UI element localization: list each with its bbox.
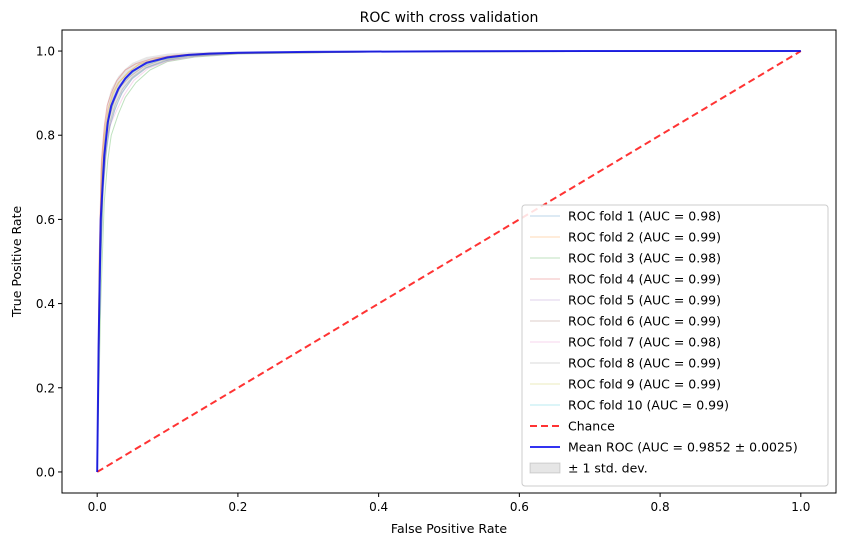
legend-entry-label: ROC fold 1 (AUC = 0.98)	[568, 209, 721, 224]
x-tick-label: 0.4	[369, 500, 388, 514]
legend-entry-label: ROC fold 10 (AUC = 0.99)	[568, 398, 729, 413]
legend-entry-label: ROC fold 8 (AUC = 0.99)	[568, 356, 721, 371]
y-tick-label: 0.4	[36, 297, 55, 311]
x-tick-label: 0.0	[88, 500, 107, 514]
legend-entry-label: ROC fold 4 (AUC = 0.99)	[568, 272, 721, 287]
legend-entry-label: ROC fold 3 (AUC = 0.98)	[568, 251, 721, 266]
legend-frame	[521, 204, 829, 487]
x-tick-label: 0.8	[651, 500, 670, 514]
mean-roc-line	[96, 50, 801, 472]
y-axis-label: True Positive Rate	[9, 206, 24, 319]
y-tick-label: 0.0	[36, 465, 55, 479]
x-tick-label: 0.2	[228, 500, 247, 514]
legend-entry-label: ± 1 std. dev.	[568, 461, 648, 476]
x-tick-label: 0.6	[510, 500, 529, 514]
legend-entry-label: ROC fold 7 (AUC = 0.98)	[568, 335, 721, 350]
legend-entry-label: ROC fold 9 (AUC = 0.99)	[568, 377, 721, 392]
y-tick-label: 0.6	[36, 213, 55, 227]
y-tick-label: 0.2	[36, 381, 55, 395]
legend-swatch-std-dev	[529, 462, 561, 474]
x-tick-label: 1.0	[791, 500, 810, 514]
legend-entry-label: ROC fold 5 (AUC = 0.99)	[568, 293, 721, 308]
y-tick-label: 0.8	[36, 129, 55, 143]
roc-fold-3-line	[96, 50, 801, 472]
legend-entry-label: ROC fold 2 (AUC = 0.99)	[568, 230, 721, 245]
plot-area	[96, 50, 802, 473]
legend: ROC fold 1 (AUC = 0.98) ROC fold 2 (AUC =…	[521, 204, 829, 487]
legend-entry-label: Mean ROC (AUC = 0.9852 ± 0.0025)	[568, 440, 798, 455]
axis-ticks: 0.0 0.0 0.2 0.2 0.4 0.4 0.6 0.6 0.8 0.8 1.0 1.0	[36, 45, 810, 514]
y-tick-label: 1.0	[36, 45, 55, 59]
chance-line	[96, 50, 802, 473]
chart-title: ROC with cross validation	[360, 10, 539, 26]
plot-frame	[61, 29, 837, 494]
x-axis-label: False Positive Rate	[391, 521, 507, 536]
legend-entry-label: Chance	[568, 419, 615, 434]
legend-entry-label: ROC fold 6 (AUC = 0.99)	[568, 314, 721, 329]
